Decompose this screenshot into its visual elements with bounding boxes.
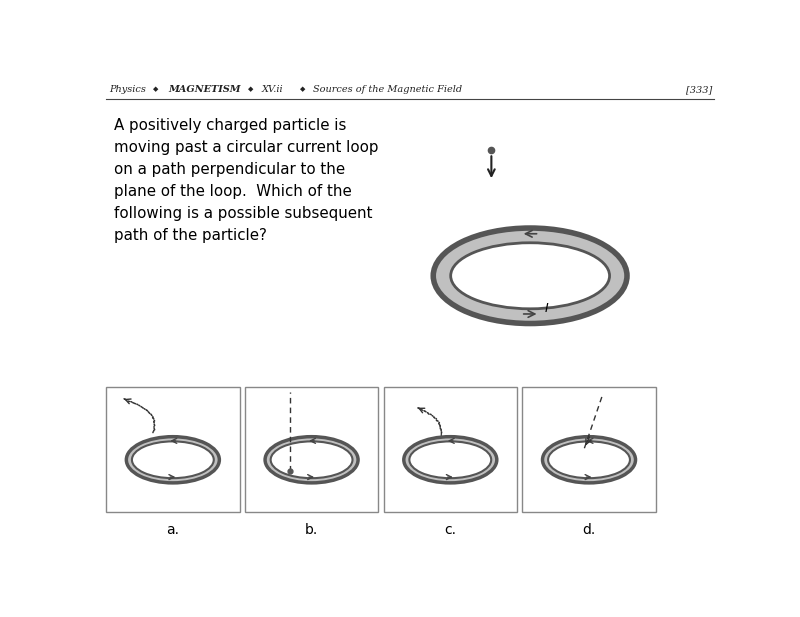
Ellipse shape (410, 441, 491, 478)
Text: b.: b. (305, 523, 318, 537)
Text: path of the particle?: path of the particle? (114, 228, 267, 242)
Ellipse shape (434, 228, 627, 323)
Bar (384, 387, 517, 512)
Text: c.: c. (444, 523, 456, 537)
Text: Sources of the Magnetic Field: Sources of the Magnetic Field (313, 85, 462, 94)
Text: [333]: [333] (686, 85, 712, 94)
Text: Physics: Physics (110, 85, 146, 94)
Ellipse shape (548, 441, 630, 478)
Ellipse shape (404, 437, 497, 483)
Text: ◆: ◆ (300, 86, 306, 93)
Text: d.: d. (582, 523, 596, 537)
Bar (106, 387, 239, 512)
Text: ◆: ◆ (249, 86, 254, 93)
Bar (522, 387, 656, 512)
Text: A positively charged particle is: A positively charged particle is (114, 118, 346, 133)
Text: moving past a circular current loop: moving past a circular current loop (114, 140, 378, 155)
Ellipse shape (132, 441, 214, 478)
Text: following is a possible subsequent: following is a possible subsequent (114, 205, 373, 221)
Ellipse shape (542, 437, 635, 483)
Bar (245, 387, 378, 512)
Text: on a path perpendicular to the: on a path perpendicular to the (114, 162, 345, 177)
Text: ◆: ◆ (153, 86, 158, 93)
Text: plane of the loop.  Which of the: plane of the loop. Which of the (114, 184, 352, 199)
Ellipse shape (450, 242, 610, 308)
Text: a.: a. (166, 523, 179, 537)
Text: $I$: $I$ (544, 302, 550, 315)
Ellipse shape (126, 437, 219, 483)
Text: MAGNETISM: MAGNETISM (168, 85, 241, 94)
Text: XV.ii: XV.ii (262, 85, 283, 94)
Ellipse shape (265, 437, 358, 483)
Ellipse shape (270, 441, 353, 478)
